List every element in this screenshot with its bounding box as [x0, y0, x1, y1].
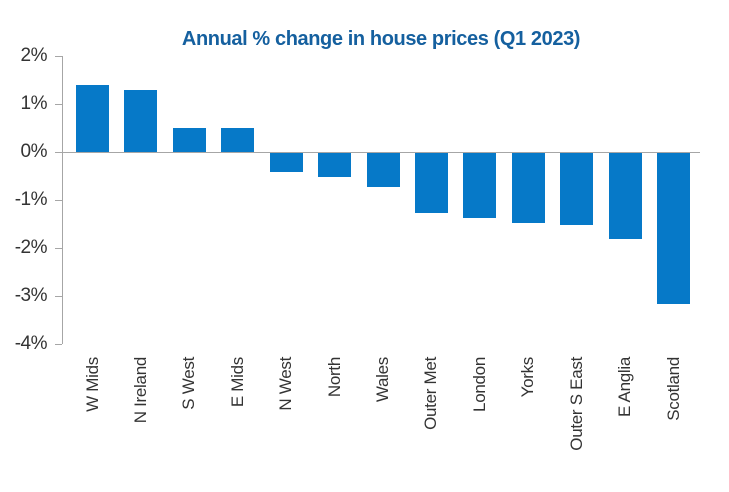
x-category-label: S West: [179, 357, 199, 410]
y-tick: [55, 344, 62, 345]
bar-north: [318, 153, 352, 177]
y-tick-label: -3%: [14, 285, 48, 306]
x-category-label: E Mids: [227, 357, 247, 408]
bar-scotland: [657, 153, 691, 304]
bar-e-mids: [221, 128, 255, 152]
x-category-label: Scotland: [663, 357, 683, 421]
x-category-label: Yorks: [518, 357, 538, 398]
x-category-label: Outer Met: [421, 357, 441, 430]
x-category-label: N West: [276, 357, 296, 411]
bar-e-anglia: [608, 153, 642, 239]
y-axis-line: [62, 56, 63, 344]
zero-axis-line: [55, 152, 700, 153]
x-category-label: Outer S East: [566, 357, 586, 451]
y-tick: [55, 200, 62, 201]
bar-wales: [366, 153, 400, 187]
bar-w-mids: [76, 85, 109, 152]
y-tick-label: 1%: [20, 93, 48, 114]
x-category-label: Wales: [373, 357, 393, 403]
bar-outer-s-east: [560, 153, 594, 225]
bar-n-west: [269, 153, 303, 172]
x-category-label: E Anglia: [615, 357, 635, 417]
bar-outer-met: [414, 153, 448, 213]
chart-title: Annual % change in house prices (Q1 2023…: [181, 28, 581, 50]
x-category-label: W Mids: [82, 357, 102, 412]
y-tick-label: -2%: [14, 237, 48, 258]
y-tick-label: -1%: [14, 189, 48, 210]
y-tick: [55, 104, 62, 105]
y-tick-label: -4%: [14, 333, 48, 354]
bar-london: [463, 153, 497, 218]
bar-yorks: [511, 153, 545, 223]
x-category-label: N Ireland: [130, 357, 150, 424]
x-category-label: North: [324, 357, 344, 398]
y-tick-label: 0%: [20, 141, 48, 162]
bar-n-ireland: [124, 90, 158, 152]
x-category-label: London: [469, 357, 489, 412]
bar-s-west: [172, 128, 206, 152]
y-tick: [55, 248, 62, 249]
y-tick-label: 2%: [20, 45, 48, 66]
y-tick: [55, 56, 62, 57]
y-tick: [55, 296, 62, 297]
